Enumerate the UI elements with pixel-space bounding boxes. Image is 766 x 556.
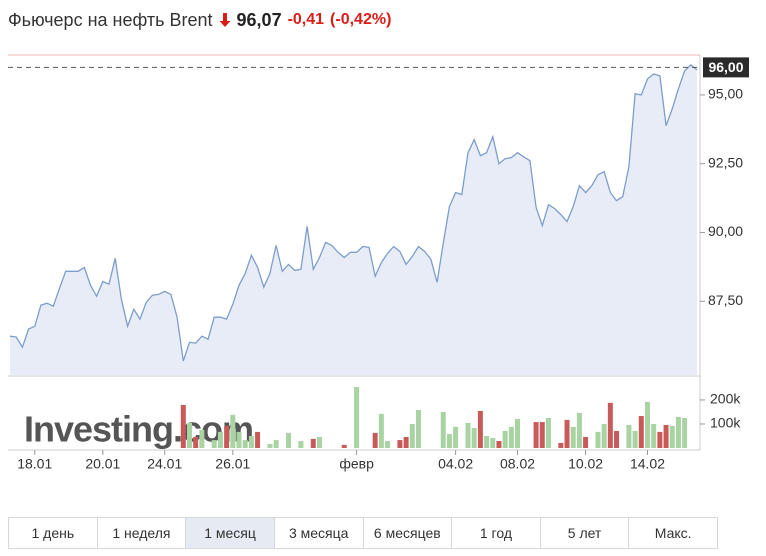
period-tab[interactable]: 1 неделя bbox=[98, 518, 187, 548]
price-change: -0,41 bbox=[287, 11, 325, 28]
volume-bar bbox=[403, 436, 409, 448]
volume-bar bbox=[484, 435, 490, 448]
volume-bar bbox=[286, 432, 292, 448]
volume-bar bbox=[273, 440, 279, 448]
period-tabs: 1 день 1 неделя 1 месяц 3 месяца 6 месяцев 1 … bbox=[8, 517, 718, 549]
instrument-title: Фьючерс на нефть Brent bbox=[8, 9, 213, 30]
volume-bar bbox=[508, 426, 514, 448]
x-tick-label: 14.02 bbox=[630, 456, 665, 472]
y-tick-label: 87,50 bbox=[708, 292, 743, 308]
volume-bar bbox=[595, 431, 601, 448]
y-tick-label: 92,50 bbox=[708, 154, 743, 170]
y-tick-label: 95,00 bbox=[708, 86, 743, 102]
volume-bar bbox=[576, 412, 582, 448]
volume-bar bbox=[502, 430, 508, 448]
volume-bar bbox=[372, 432, 378, 448]
period-tab[interactable]: Макс. bbox=[654, 525, 692, 541]
volume-bar bbox=[669, 425, 675, 448]
period-tab[interactable]: 1 год bbox=[452, 518, 541, 548]
volume-bar bbox=[224, 425, 230, 448]
volume-bar bbox=[446, 434, 452, 448]
volume-bar bbox=[310, 438, 316, 448]
volume-bar bbox=[248, 435, 254, 448]
volume-y-tick-label: 200k bbox=[710, 391, 741, 407]
y-tick-label: 90,00 bbox=[708, 223, 743, 239]
period-tab[interactable]: 5 лет bbox=[541, 518, 630, 548]
volume-bar bbox=[267, 443, 273, 448]
volume-bar bbox=[607, 402, 613, 448]
last-price-label: 96,00 bbox=[708, 59, 743, 75]
volume-bar bbox=[644, 401, 650, 448]
volume-bar bbox=[341, 444, 347, 448]
period-tab[interactable]: 1 месяц bbox=[186, 518, 275, 548]
volume-bar bbox=[663, 424, 669, 448]
volume-bar bbox=[626, 424, 632, 448]
volume-bar bbox=[440, 411, 446, 448]
volume-bar bbox=[477, 410, 483, 448]
volume-bar bbox=[570, 426, 576, 448]
volume-bar bbox=[354, 386, 360, 448]
volume-bar bbox=[236, 431, 242, 448]
x-tick-label: февр bbox=[339, 456, 374, 472]
volume-bar bbox=[230, 414, 236, 448]
volume-bar bbox=[385, 441, 391, 448]
header: Фьючерс на нефть Brent 96,07 -0,41 (-0,4… bbox=[8, 6, 391, 34]
volume-bar bbox=[496, 441, 502, 448]
volume-bar bbox=[397, 440, 403, 448]
x-tick-label: 10.02 bbox=[568, 456, 603, 472]
volume-bar bbox=[545, 417, 551, 448]
x-tick-label: 18.01 bbox=[17, 456, 52, 472]
volume-bar bbox=[515, 418, 521, 448]
volume-bar bbox=[242, 440, 248, 448]
volume-bar bbox=[217, 431, 223, 448]
last-price-box bbox=[703, 57, 749, 78]
x-tick-label: 04.02 bbox=[438, 456, 473, 472]
volume-bar bbox=[378, 413, 384, 448]
period-tab[interactable]: 1 день bbox=[9, 518, 98, 548]
volume-bar bbox=[558, 442, 564, 448]
volume-bar bbox=[651, 423, 657, 448]
volume-bar bbox=[638, 416, 644, 448]
volume-bar bbox=[539, 422, 545, 448]
volume-bar bbox=[465, 423, 471, 448]
price-area bbox=[10, 64, 697, 376]
volume-bar bbox=[471, 428, 477, 448]
volume-bar bbox=[583, 436, 589, 448]
x-tick-label: 20.01 bbox=[85, 456, 120, 472]
volume-bar bbox=[186, 423, 192, 448]
volume-bar bbox=[199, 429, 205, 448]
volume-bar bbox=[298, 441, 304, 448]
price-change-percent: (-0,42%) bbox=[330, 11, 392, 28]
volume-bar bbox=[453, 426, 459, 448]
last-price: 96,07 bbox=[236, 9, 282, 30]
period-tab[interactable]: 3 месяца bbox=[275, 518, 364, 548]
volume-bar bbox=[564, 419, 570, 448]
volume-bar bbox=[193, 436, 199, 448]
volume-y-tick-label: 100k bbox=[710, 415, 741, 431]
volume-bar bbox=[533, 422, 539, 448]
volume-bar bbox=[601, 423, 607, 448]
volume-bar bbox=[211, 440, 217, 448]
x-tick-label: 24.01 bbox=[147, 456, 182, 472]
volume-bar bbox=[255, 431, 261, 448]
down-arrow-icon bbox=[219, 13, 231, 27]
price-line bbox=[9, 64, 698, 362]
volume-bar bbox=[632, 430, 638, 448]
volume-bar bbox=[415, 410, 421, 448]
volume-bar bbox=[409, 423, 415, 448]
volume-bar bbox=[675, 417, 681, 448]
chart: Investing.com 87,5090,0092,5095,0096,001… bbox=[8, 54, 749, 472]
volume-bar bbox=[180, 404, 186, 448]
x-tick-label: 26.01 bbox=[215, 456, 250, 472]
volume-bar bbox=[316, 436, 322, 448]
volume-bar bbox=[614, 430, 620, 448]
period-tab[interactable]: 6 месяцев bbox=[364, 518, 453, 548]
volume-bar bbox=[657, 431, 663, 448]
volume-bar bbox=[682, 417, 688, 448]
x-tick-label: 08.02 bbox=[500, 456, 535, 472]
volume-bar bbox=[490, 437, 496, 448]
